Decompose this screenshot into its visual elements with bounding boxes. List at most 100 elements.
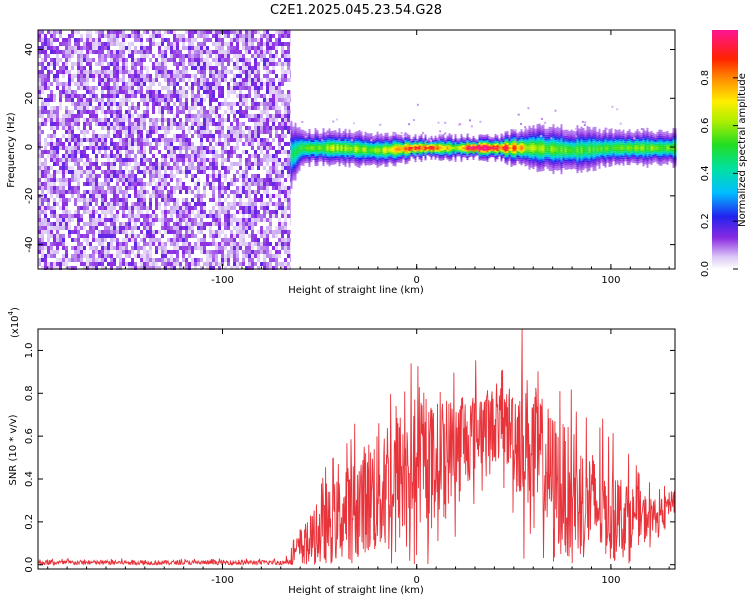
spectrogram-cell [239,106,242,110]
spectrogram-cell [344,128,347,131]
spectrogram-cell [320,145,323,148]
spectrogram-cell [378,136,381,139]
spectrogram-cell [251,102,254,106]
spectrogram-cell [378,144,381,147]
spectrogram-cell [248,66,251,70]
spectrogram-cell [251,130,254,134]
spectrogram-cell [360,143,363,146]
spectrogram-cell [50,226,53,230]
spectrogram-cell [134,214,137,218]
spectrogram-cell [380,163,383,166]
spectrogram-cell [53,210,56,214]
spectrogram-cell [173,210,176,214]
spectrogram-cell [98,206,101,210]
spectrogram-cell [374,144,377,147]
spectrogram-cell [322,162,325,165]
spectrogram-cell [173,118,176,122]
spectrogram-cell [245,50,248,54]
spectrogram-cell [149,250,152,254]
spectrogram-cell [170,190,173,194]
spectrogram-cell [394,144,397,147]
spectrogram-cell [263,146,266,150]
spectrogram-cell [179,226,182,230]
spectrogram-cell [414,142,417,145]
spectrogram-cell [334,154,337,157]
spectrogram-cell [191,58,194,62]
spectrogram-cell [426,141,429,144]
spectrogram-cell [254,70,257,74]
spectrogram-cell [227,222,230,226]
spectrogram-cell [38,178,41,182]
spectrogram-cell [344,152,347,155]
spectrogram-cell [122,242,125,246]
spectrogram-cell [47,206,50,210]
spectrogram-cell [358,132,361,134]
spectrogram-cell [143,162,146,166]
spectrogram-cell [209,90,212,94]
spectrogram-cell [191,146,194,150]
spectrogram-cell [330,135,333,137]
spectrogram-cell [176,114,179,118]
spectrogram-cell [44,230,47,234]
spectrogram-cell [194,262,197,266]
spectrogram-cell [251,86,254,90]
spectrogram-cell [236,254,239,258]
spectrogram-cell [173,62,176,66]
spectrogram-cell [209,210,212,214]
spectrogram-cell [59,142,62,146]
spectrogram-cell [161,254,164,258]
spectrogram-cell [101,98,104,102]
spectrogram-cell [294,128,297,131]
spectrogram-cell [233,250,236,254]
spectrogram-cell [432,144,435,147]
spectrogram-cell [179,78,182,82]
spectrogram-cell [164,46,167,50]
spectrogram-cell [266,118,269,122]
spectrogram-cell [134,158,137,162]
spectrogram-cell [281,162,284,166]
spectrogram-cell [269,70,272,74]
spectrogram-cell [236,86,239,90]
spectrogram-cell [412,136,415,139]
spectrogram-cell [324,140,327,143]
spectrogram-cell [47,150,50,154]
spectrogram-cell [290,34,291,38]
spectrogram-cell [275,150,278,154]
spectrogram-cell [316,152,319,154]
spectrogram-cell [83,234,86,238]
spectrogram-cell [89,254,92,258]
spectrogram-cell [302,153,305,156]
spectrogram-cell [116,74,119,78]
spectrogram-cell [294,154,297,157]
spectrogram-cell [239,210,242,214]
spectrogram-cell [197,126,200,130]
spectrogram-cell [251,262,254,266]
spectrogram-cell [119,102,122,106]
spectrogram-cell [350,134,353,137]
spectrogram-cell [254,134,257,138]
spectrogram-cell [212,98,215,102]
spectrogram-cell [86,222,89,226]
spectrogram-cell [239,166,242,170]
spectrogram-cell [287,50,290,54]
spectrogram-cell [155,138,158,142]
spectrogram-cell [119,162,122,166]
spectrogram-cell [74,74,77,78]
spectrogram-cell [161,134,164,138]
spectrogram-cell [290,258,291,262]
spectrogram-cell [266,242,269,246]
spectrogram-cell [245,202,248,206]
spectrogram-cell [89,122,92,126]
spectrogram-cell [248,114,251,118]
spectrogram-cell [257,178,260,182]
spectrogram-cell [65,146,68,150]
spectrogram-cell [354,159,357,162]
spectrogram-cell [59,214,62,218]
spectrogram-cell [92,90,95,94]
spectrogram-cell [56,122,59,126]
spectrogram-cell [56,62,59,66]
spectrogram-cell [68,138,71,142]
spectrogram-cell [402,153,405,156]
spectrogram-cell [218,250,221,254]
